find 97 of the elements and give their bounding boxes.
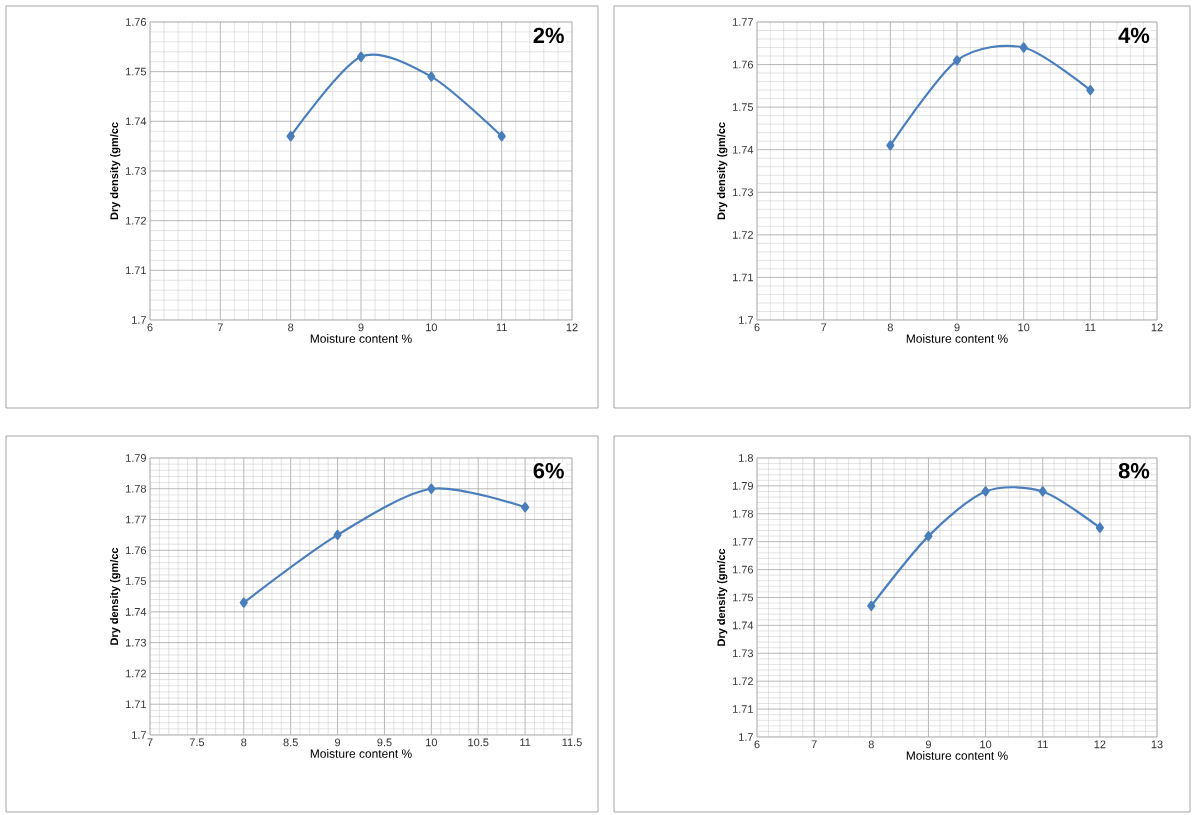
y-tick-label: 1.75 — [732, 103, 754, 111]
y-tick-label: 1.74 — [125, 608, 147, 616]
y-tick-label: 1.72 — [125, 216, 146, 225]
x-tick-label: 9 — [358, 323, 364, 332]
chart-title: 2% — [533, 27, 564, 44]
y-tick-label: 1.73 — [732, 649, 754, 658]
x-tick-label: 6 — [147, 323, 153, 332]
y-tick-label: 1.76 — [732, 60, 754, 69]
y-tick-label: 1.76 — [732, 565, 754, 574]
y-tick-label: 1.71 — [732, 705, 753, 713]
x-axis-title: Moisture content % — [310, 749, 412, 758]
y-tick-label: 1.75 — [125, 577, 147, 585]
x-tick-label: 6 — [754, 740, 760, 749]
x-tick-label: 10 — [426, 738, 437, 747]
y-axis-title: Dry density (gm/cc — [717, 548, 728, 646]
y-axis-title: Dry density (gm/cc — [717, 122, 728, 220]
point — [497, 131, 506, 142]
chart-title: 6% — [533, 462, 564, 479]
x-tick-label: 9.5 — [377, 738, 392, 747]
point — [1019, 42, 1028, 53]
point — [1038, 486, 1047, 497]
y-tick-label: 1.7 — [132, 316, 146, 324]
x-tick-label: 7 — [147, 738, 153, 747]
x-tick-label: 10.5 — [468, 738, 489, 747]
y-tick-label: 1.71 — [125, 266, 146, 275]
x-tick-label: 11 — [1037, 740, 1048, 749]
x-axis-title: Moisture content % — [310, 334, 412, 343]
x-tick-label: 10 — [426, 323, 437, 332]
x-tick-label: 9 — [925, 740, 931, 749]
chart-title: 4% — [1118, 27, 1150, 44]
x-tick-label: 7 — [217, 323, 223, 332]
y-tick-label: 1.71 — [125, 700, 146, 708]
x-tick-label: 10 — [1018, 323, 1030, 332]
point — [867, 600, 876, 611]
y-tick-label: 1.75 — [125, 67, 147, 76]
y-tick-label: 1.79 — [732, 482, 753, 490]
x-tick-label: 8 — [241, 738, 247, 747]
x-tick-label: 7.5 — [189, 738, 205, 747]
point — [1095, 522, 1104, 533]
y-tick-label: 1.78 — [732, 509, 754, 518]
y-tick-label: 1.73 — [125, 638, 146, 647]
x-tick-label: 8 — [288, 323, 294, 332]
y-tick-label: 1.71 — [732, 273, 753, 282]
x-tick-label: 12 — [1094, 740, 1106, 749]
point — [1086, 85, 1095, 96]
y-tick-label: 1.7 — [132, 731, 146, 739]
x-tick-label: 8.5 — [283, 738, 298, 747]
y-tick-label: 1.73 — [125, 167, 146, 175]
x-tick-label: 12 — [566, 323, 578, 332]
point — [427, 483, 436, 494]
y-tick-label: 1.73 — [732, 188, 754, 197]
y-tick-label: 1.78 — [125, 484, 146, 493]
y-tick-label: 1.76 — [125, 546, 146, 555]
point — [952, 55, 962, 66]
point — [286, 131, 295, 142]
y-tick-label: 1.74 — [732, 621, 754, 630]
x-tick-label: 10 — [980, 740, 992, 749]
x-tick-label: 6 — [754, 323, 760, 332]
x-tick-label: 8 — [887, 323, 893, 332]
point — [356, 51, 366, 62]
point — [886, 140, 895, 151]
y-tick-label: 1.76 — [125, 18, 146, 26]
x-tick-label: 7 — [811, 740, 817, 749]
x-tick-label: 9 — [335, 738, 341, 747]
x-axis-title: Moisture content % — [906, 751, 1008, 760]
y-tick-label: 1.74 — [125, 117, 147, 126]
y-tick-label: 1.74 — [732, 145, 754, 154]
y-tick-label: 1.77 — [732, 537, 753, 546]
x-tick-label: 11 — [496, 323, 507, 332]
x-tick-label: 11 — [520, 738, 531, 747]
x-tick-label: 12 — [1151, 323, 1163, 332]
x-tick-label: 11 — [1085, 323, 1096, 332]
y-tick-label: 1.8 — [739, 454, 754, 462]
y-axis-title: Dry density (gm/cc — [110, 547, 121, 645]
point — [239, 597, 248, 608]
point — [924, 531, 933, 542]
point — [333, 529, 342, 541]
point — [981, 486, 990, 497]
y-tick-label: 1.72 — [125, 669, 146, 678]
x-tick-label: 13 — [1151, 740, 1163, 749]
x-axis-title: Moisture content % — [906, 334, 1008, 343]
x-tick-label: 7 — [821, 323, 827, 332]
y-tick-label: 1.7 — [739, 316, 753, 324]
y-tick-label: 1.79 — [125, 454, 146, 462]
y-tick-label: 1.72 — [732, 231, 753, 239]
x-tick-label: 8 — [868, 740, 874, 749]
y-tick-label: 1.7 — [739, 733, 753, 741]
x-tick-label: 11.5 — [562, 738, 582, 747]
y-tick-label: 1.75 — [732, 593, 754, 602]
point — [427, 71, 436, 82]
x-tick-label: 9 — [954, 323, 960, 332]
y-tick-label: 1.77 — [125, 515, 146, 524]
y-tick-label: 1.72 — [732, 677, 753, 686]
point — [521, 502, 530, 513]
y-tick-label: 1.77 — [732, 18, 753, 26]
chart-title: 8% — [1118, 462, 1150, 479]
y-axis-title: Dry density (gm/cc — [110, 122, 121, 220]
